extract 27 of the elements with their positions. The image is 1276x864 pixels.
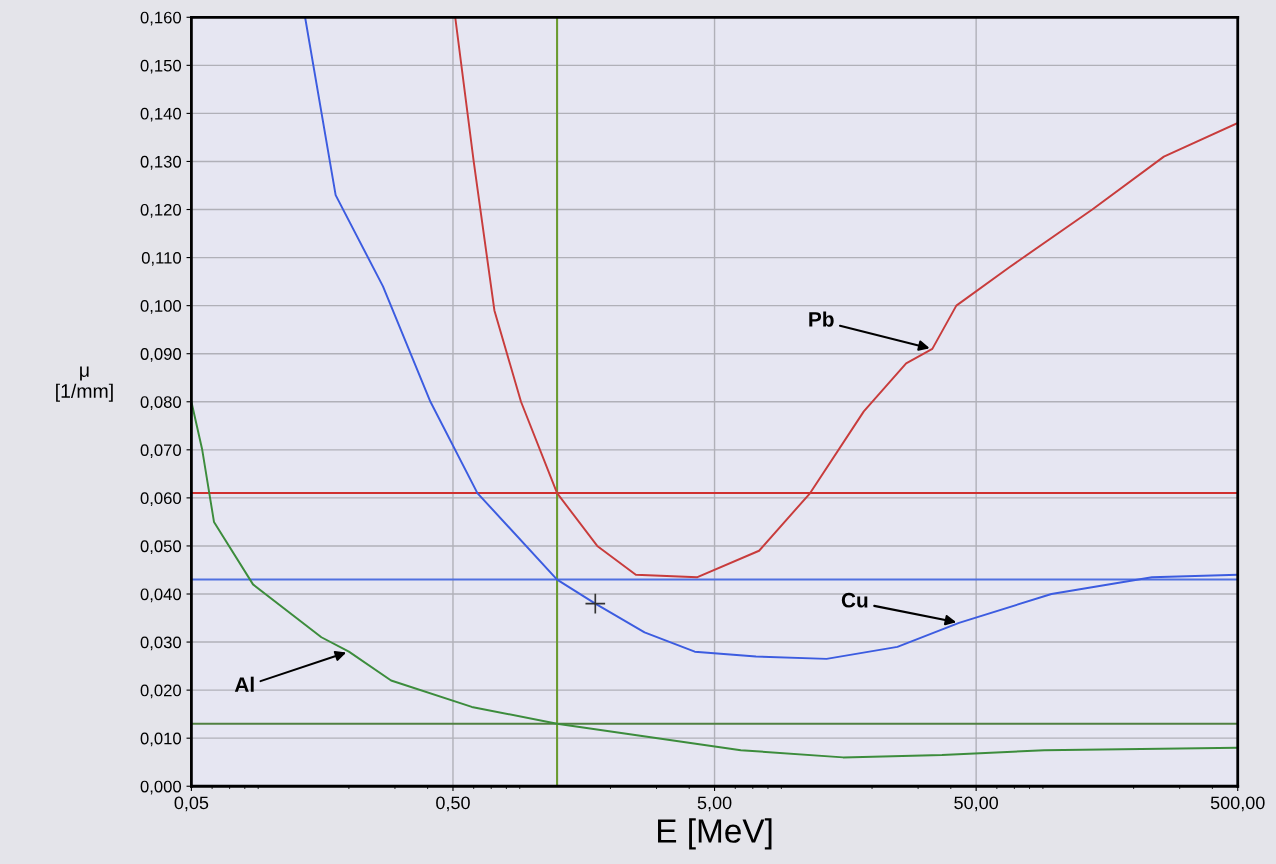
y-tick-label: 0,120: [140, 203, 182, 218]
annotation: Cu: [841, 592, 868, 608]
y-tick-label: 0,050: [140, 540, 182, 555]
x-tick-label: 500,00: [1210, 796, 1265, 812]
annotation: Pb: [809, 311, 834, 327]
y-tick-label: 0,010: [140, 732, 182, 747]
y-tick-label: 0,020: [140, 684, 182, 699]
y-tick-label: 0,130: [140, 155, 182, 170]
y-tick-label: 0,090: [140, 348, 182, 362]
y-axis-title: μ [1/mm]: [56, 366, 113, 402]
y-tick-label: 0,070: [140, 444, 182, 458]
x-tick-label: 0,50: [436, 796, 470, 812]
y-tick-label: 0,140: [140, 107, 182, 122]
y-tick-label: 0,060: [140, 492, 182, 507]
x-tick-label: 0,05: [174, 796, 209, 812]
y-tick-label: 0,080: [140, 396, 182, 410]
y-tick-label: 0,030: [140, 636, 182, 651]
y-tick-label: 0,110: [141, 251, 182, 266]
y-tick-label: 0,160: [140, 11, 182, 26]
y-tick-label: 0,040: [140, 588, 182, 603]
annotation: Al: [234, 676, 254, 692]
y-tick-label: 0,100: [140, 300, 182, 314]
x-axis-title: E [MeV]: [658, 818, 772, 850]
x-tick-label: 5,00: [697, 796, 732, 812]
x-tick-label: 50,00: [954, 796, 999, 812]
y-tick-label: 0,150: [140, 59, 182, 74]
y-tick-label: 0,000: [140, 780, 182, 795]
